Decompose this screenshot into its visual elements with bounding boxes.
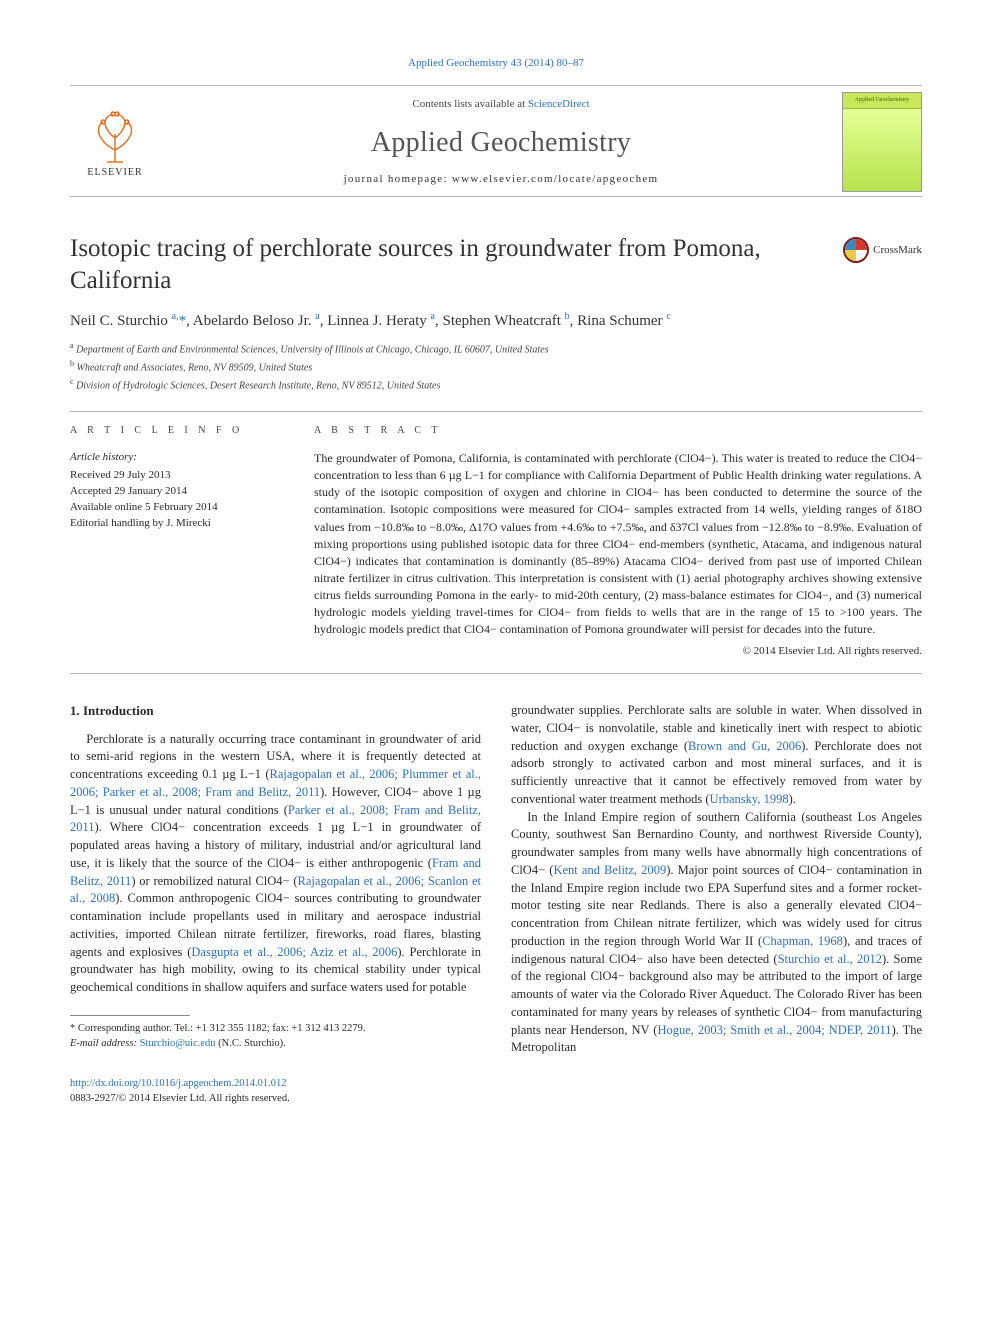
issn-copyright: 0883-2927/© 2014 Elsevier Ltd. All right…	[70, 1092, 922, 1107]
affiliation-c: c Division of Hydrologic Sciences, Deser…	[70, 376, 922, 394]
email-link[interactable]: Sturchio@uic.edu	[140, 1038, 216, 1049]
history-received: Received 29 July 2013	[70, 468, 280, 484]
abstract-label: A B S T R A C T	[314, 424, 922, 438]
corresponding-line: * Corresponding author. Tel.: +1 312 355…	[70, 1022, 481, 1037]
corresponding-email: E-mail address: Sturchio@uic.edu (N.C. S…	[70, 1037, 481, 1052]
article-info-label: A R T I C L E I N F O	[70, 424, 280, 438]
journal-cover-thumb: Applied Geochemistry	[842, 92, 922, 192]
affiliation-b: b Wheatcraft and Associates, Reno, NV 89…	[70, 358, 922, 376]
crossmark-label: CrossMark	[873, 243, 922, 258]
author-list: Neil C. Sturchio a,*, Abelardo Beloso Jr…	[70, 310, 922, 332]
bottom-meta: http://dx.doi.org/10.1016/j.apgeochem.20…	[70, 1077, 922, 1106]
journal-name: Applied Geochemistry	[371, 123, 631, 162]
corresponding-footnote: * Corresponding author. Tel.: +1 312 355…	[70, 1022, 481, 1051]
running-citation: Applied Geochemistry 43 (2014) 80–87	[70, 56, 922, 71]
abstract-copyright: © 2014 Elsevier Ltd. All rights reserved…	[314, 644, 922, 659]
contents-line: Contents lists available at ScienceDirec…	[412, 97, 589, 112]
cover-caption: Applied Geochemistry	[843, 93, 921, 109]
body-columns: 1. Introduction Perchlorate is a natural…	[70, 702, 922, 1057]
masthead: ELSEVIER Contents lists available at Sci…	[70, 85, 922, 197]
abstract-text: The groundwater of Pomona, California, i…	[314, 450, 922, 637]
divider-bottom	[70, 673, 922, 674]
journal-homepage: journal homepage: www.elsevier.com/locat…	[344, 172, 659, 187]
footnote-separator	[70, 1015, 190, 1016]
affiliations: a Department of Earth and Environmental …	[70, 340, 922, 393]
history-head: Article history:	[70, 450, 280, 465]
elsevier-tree-icon	[85, 104, 145, 164]
para-3: In the Inland Empire region of southern …	[511, 809, 922, 1058]
divider-top	[70, 411, 922, 412]
doi-link[interactable]: http://dx.doi.org/10.1016/j.apgeochem.20…	[70, 1078, 287, 1089]
elsevier-wordmark: ELSEVIER	[87, 166, 142, 180]
crossmark-icon	[843, 237, 869, 263]
cover-body	[843, 109, 921, 191]
running-citation-link[interactable]: Applied Geochemistry 43 (2014) 80–87	[408, 57, 584, 69]
affiliation-a: a Department of Earth and Environmental …	[70, 340, 922, 358]
section-1-head: 1. Introduction	[70, 702, 481, 720]
history-accepted: Accepted 29 January 2014	[70, 484, 280, 500]
crossmark-badge[interactable]: CrossMark	[843, 237, 922, 263]
contents-prefix: Contents lists available at	[412, 98, 527, 110]
para-1: Perchlorate is a naturally occurring tra…	[70, 731, 481, 997]
article-title: Isotopic tracing of perchlorate sources …	[70, 233, 790, 296]
history-editor: Editorial handling by J. Mirecki	[70, 516, 280, 532]
history-online: Available online 5 February 2014	[70, 500, 280, 516]
para-2: groundwater supplies. Perchlorate salts …	[511, 702, 922, 809]
sciencedirect-link[interactable]: ScienceDirect	[528, 98, 590, 110]
elsevier-logo: ELSEVIER	[70, 92, 160, 192]
